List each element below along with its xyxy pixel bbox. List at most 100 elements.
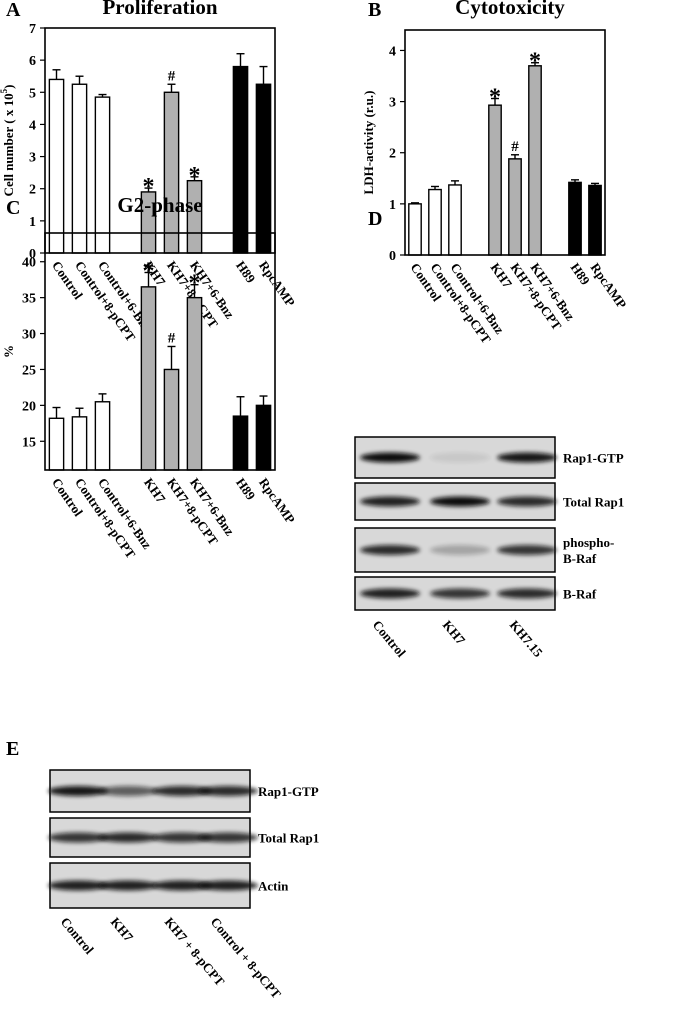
y-label-text: % [1,345,16,358]
bar [48,417,65,471]
blot-row-label: Actin [258,879,289,894]
bar [428,188,442,256]
plot-frame [44,27,276,254]
bar [448,184,462,256]
y-label-text: LDH-activity (r.u.) [361,91,376,195]
y-axis-label: LDH-activity (r.u.) [361,91,376,195]
panel-letter: E [6,738,19,760]
blot-band [152,786,212,796]
y-tick-label: 0 [29,247,36,262]
blot-band [360,588,420,599]
y-tick-label: 20 [22,399,36,414]
y-tick-label: 15 [22,435,36,450]
blot-row-label: B-Raf [563,587,597,602]
panel-letter: B [368,0,381,21]
blot-band [152,832,212,843]
bar [48,78,65,254]
y-tick-label: 25 [22,363,36,378]
blot-band [430,545,490,555]
blot-band [198,832,258,843]
blot-row-label: phospho- [563,535,614,550]
significance-marker: * [189,163,201,189]
significance-marker: * [189,271,201,297]
blot-band [98,880,158,891]
y-axis-label: % [1,345,16,358]
y-tick-label: 3 [29,151,36,166]
bar [232,65,249,254]
blot-row-label: B-Raf [563,551,597,566]
plot-frame [44,232,276,471]
y-tick-label: 2 [29,183,36,198]
bar [528,65,542,256]
blot-band [198,786,258,796]
blot-band [430,452,490,463]
blot-band [98,832,158,843]
bar [408,203,422,256]
y-tick-label: 7 [29,22,36,37]
significance-marker: # [168,68,176,84]
blot-band [48,786,108,796]
bar [71,416,88,471]
y-tick-label: 6 [29,54,36,69]
blot-band [360,452,420,463]
blot-band [360,496,420,507]
blot-band [497,588,557,599]
y-tick-label: 5 [29,86,36,101]
plot-frame [404,29,606,256]
bar [488,104,502,256]
blot-band [360,545,420,555]
blot-band [152,880,212,891]
blot-band [430,588,490,599]
y-tick-label: 1 [389,198,396,213]
panel-letter: C [6,197,20,219]
blot-band [198,880,258,891]
bar [71,83,88,254]
blot-row-label: Total Rap1 [258,831,319,846]
significance-marker: # [168,330,176,346]
bar [94,401,111,471]
bar [232,415,249,471]
y-tick-label: 40 [22,256,36,271]
blot-row-label: Rap1-GTP [258,784,319,799]
blot-row-label: Total Rap1 [563,495,624,510]
significance-marker: * [529,49,541,75]
bar [186,296,203,471]
significance-marker: * [143,174,155,200]
blot-row-label: Rap1-GTP [563,451,624,466]
chart-title: G2-phase [117,193,202,217]
bar [255,404,272,471]
y-label-text: Cell number ( x 10 [1,93,16,196]
blot-band [497,545,557,555]
y-tick-label: 3 [389,96,396,111]
y-tick-label: 30 [22,328,36,343]
bar [255,83,272,254]
y-axis-label: Cell number ( x 105) [0,85,16,197]
blot-band [497,496,557,507]
blot-band [48,832,108,843]
y-tick-label: 4 [389,44,396,59]
y-tick-label: 4 [29,118,36,133]
y-label-end: ) [1,85,16,89]
y-tick-label: 2 [389,147,396,162]
panel-letter: A [6,0,21,21]
significance-marker: * [489,85,501,111]
chart-title: Proliferation [102,0,217,19]
blot-band [98,786,158,796]
bar [163,368,180,471]
y-tick-label: 0 [389,249,396,264]
bar [588,184,602,256]
bar [140,286,157,471]
blot-band [430,496,490,507]
blot-band [48,880,108,891]
significance-marker: # [511,139,519,155]
significance-marker: * [143,259,155,285]
y-tick-label: 1 [29,215,36,230]
bar [94,96,111,254]
bar [163,91,180,254]
y-tick-label: 35 [22,292,36,307]
blot-band [497,452,557,463]
bar [508,158,522,256]
y-label-sup: 5 [0,88,9,93]
bar [568,181,582,256]
